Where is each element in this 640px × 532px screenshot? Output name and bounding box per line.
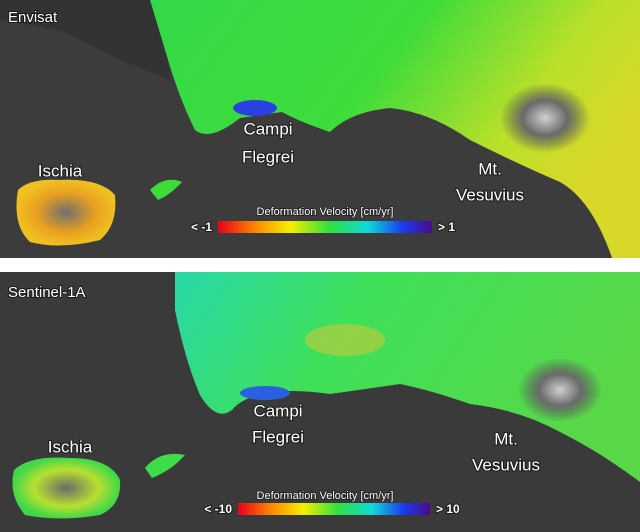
place-label: Flegrei	[242, 147, 294, 166]
uplift	[240, 386, 290, 400]
place-label: Ischia	[38, 161, 83, 180]
colorbar-min: < -10	[204, 502, 232, 516]
patch	[305, 324, 385, 356]
satellite-label: Sentinel-1A	[8, 284, 86, 301]
volcano	[518, 358, 602, 422]
satellite-label: Envisat	[8, 9, 58, 26]
colorbar	[238, 503, 430, 515]
uplift	[233, 100, 277, 116]
colorbar-title: Deformation Velocity [cm/yr]	[257, 206, 394, 218]
place-label: Vesuvius	[456, 185, 524, 204]
envisat-panel: Envisat Ischia Campi Flegrei Mt. Vesuviu…	[0, 0, 640, 258]
volcano	[500, 83, 590, 153]
colorbar-max: > 10	[436, 502, 460, 516]
colorbar-max: > 1	[438, 220, 455, 234]
colorbar	[218, 221, 432, 233]
place-label: Ischia	[48, 437, 93, 456]
island	[145, 453, 185, 478]
place-label: Flegrei	[252, 427, 304, 446]
place-label: Campi	[253, 401, 302, 420]
island	[16, 179, 116, 246]
place-label: Mt.	[478, 159, 502, 178]
island	[12, 457, 121, 519]
place-label: Campi	[243, 119, 292, 138]
place-label: Vesuvius	[472, 455, 540, 474]
sentinel-panel: Sentinel-1A Ischia Campi Flegrei Mt. Ves…	[0, 272, 640, 532]
colorbar-min: < -1	[191, 220, 212, 234]
island	[150, 179, 182, 200]
land	[175, 272, 640, 482]
shadow	[0, 0, 170, 80]
land	[150, 0, 640, 258]
place-label: Mt.	[494, 429, 518, 448]
colorbar-title: Deformation Velocity [cm/yr]	[257, 490, 394, 502]
